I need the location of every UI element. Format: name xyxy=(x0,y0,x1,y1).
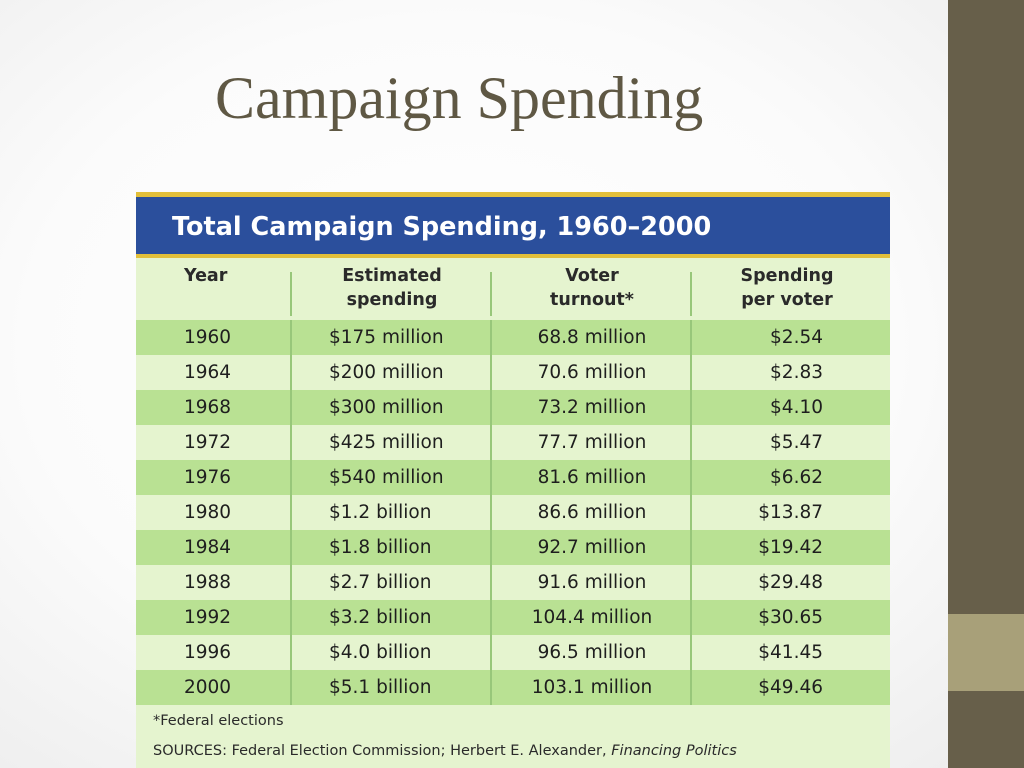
cell-estimated-spending: $425 million xyxy=(329,432,444,453)
table-row: 1964 $200 million 70.6 million $2.83 xyxy=(136,355,890,390)
side-bar-accent xyxy=(948,614,1024,691)
header-year: Year xyxy=(184,266,228,286)
column-divider xyxy=(490,320,492,705)
table-row: 1996 $4.0 billion 96.5 million $41.45 xyxy=(136,635,890,670)
cell-year: 1960 xyxy=(184,327,232,348)
cell-voter-turnout: 91.6 million xyxy=(537,572,647,593)
cell-year: 1968 xyxy=(184,397,232,418)
slide-title: Campaign Spending xyxy=(215,65,704,131)
table-title-banner: Total Campaign Spending, 1960–2000 xyxy=(136,192,890,258)
header-divider xyxy=(690,272,692,316)
spending-table-figure: Total Campaign Spending, 1960–2000 Year … xyxy=(136,192,890,768)
cell-estimated-spending: $200 million xyxy=(329,362,444,383)
cell-spending-per-voter: $49.46 xyxy=(758,677,823,698)
cell-year: 1996 xyxy=(184,642,232,663)
cell-voter-turnout: 86.6 million xyxy=(537,502,647,523)
table-row: 2000 $5.1 billion 103.1 million $49.46 xyxy=(136,670,890,705)
table-footnote: *Federal elections xyxy=(153,713,284,729)
cell-spending-per-voter: $5.47 xyxy=(770,432,823,453)
cell-voter-turnout: 96.5 million xyxy=(537,642,647,663)
cell-estimated-spending: $540 million xyxy=(329,467,444,488)
table-title: Total Campaign Spending, 1960–2000 xyxy=(172,212,712,242)
cell-spending-per-voter: $2.54 xyxy=(770,327,823,348)
cell-voter-turnout: 103.1 million xyxy=(531,677,653,698)
cell-spending-per-voter: $29.48 xyxy=(758,572,823,593)
cell-voter-turnout: 73.2 million xyxy=(537,397,647,418)
cell-year: 1980 xyxy=(184,502,232,523)
cell-voter-turnout: 68.8 million xyxy=(537,327,647,348)
cell-estimated-spending: $175 million xyxy=(329,327,444,348)
table-row: 1968 $300 million 73.2 million $4.10 xyxy=(136,390,890,425)
column-divider xyxy=(690,320,692,705)
cell-year: 1972 xyxy=(184,432,232,453)
cell-voter-turnout: 92.7 million xyxy=(537,537,647,558)
header-spending-per-voter: Spending per voter xyxy=(740,266,834,310)
table-row: 1988 $2.7 billion 91.6 million $29.48 xyxy=(136,565,890,600)
cell-year: 1984 xyxy=(184,537,232,558)
cell-year: 1964 xyxy=(184,362,232,383)
table-row: 1972 $425 million 77.7 million $5.47 xyxy=(136,425,890,460)
cell-estimated-spending: $3.2 billion xyxy=(329,607,432,628)
table-row: 1984 $1.8 billion 92.7 million $19.42 xyxy=(136,530,890,565)
table-row: 1976 $540 million 81.6 million $6.62 xyxy=(136,460,890,495)
table-row: 1980 $1.2 billion 86.6 million $13.87 xyxy=(136,495,890,530)
cell-voter-turnout: 77.7 million xyxy=(537,432,647,453)
header-divider xyxy=(290,272,292,316)
cell-year: 1976 xyxy=(184,467,232,488)
cell-spending-per-voter: $13.87 xyxy=(758,502,823,523)
cell-spending-per-voter: $2.83 xyxy=(770,362,823,383)
header-voter-turnout: Voter turnout* xyxy=(550,266,634,310)
cell-spending-per-voter: $6.62 xyxy=(770,467,823,488)
cell-year: 1992 xyxy=(184,607,232,628)
cell-voter-turnout: 81.6 million xyxy=(537,467,647,488)
cell-spending-per-voter: $41.45 xyxy=(758,642,823,663)
cell-voter-turnout: 70.6 million xyxy=(537,362,647,383)
cell-voter-turnout: 104.4 million xyxy=(531,607,653,628)
cell-estimated-spending: $4.0 billion xyxy=(329,642,432,663)
cell-estimated-spending: $2.7 billion xyxy=(329,572,432,593)
table-row: 1992 $3.2 billion 104.4 million $30.65 xyxy=(136,600,890,635)
header-estimated-spending: Estimated spending xyxy=(342,266,442,310)
cell-estimated-spending: $1.8 billion xyxy=(329,537,432,558)
cell-year: 1988 xyxy=(184,572,232,593)
cell-estimated-spending: $5.1 billion xyxy=(329,677,432,698)
cell-spending-per-voter: $30.65 xyxy=(758,607,823,628)
table-header-row: Year Estimated spending Voter turnout* S… xyxy=(136,258,890,320)
table-sources: SOURCES: Federal Election Commission; He… xyxy=(153,743,737,759)
cell-estimated-spending: $1.2 billion xyxy=(329,502,432,523)
table-row: 1960 $175 million 68.8 million $2.54 xyxy=(136,320,890,355)
header-divider xyxy=(490,272,492,316)
cell-estimated-spending: $300 million xyxy=(329,397,444,418)
cell-spending-per-voter: $19.42 xyxy=(758,537,823,558)
cell-year: 2000 xyxy=(184,677,232,698)
column-divider xyxy=(290,320,292,705)
cell-spending-per-voter: $4.10 xyxy=(770,397,823,418)
